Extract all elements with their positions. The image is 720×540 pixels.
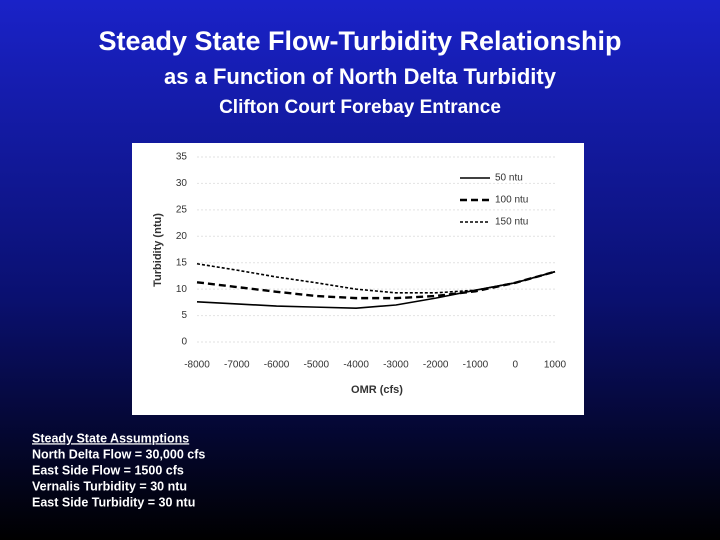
legend-label: 100 ntu [495,195,528,206]
y-tick-label: 20 [176,231,188,242]
y-tick-label: 25 [176,204,188,215]
slide-subtitle: Clifton Court Forebay Entrance [219,97,501,118]
legend-label: 50 ntu [495,173,523,184]
assumption-line: East Side Flow = 1500 cfs [32,463,184,477]
x-tick-label: -6000 [264,360,290,371]
assumption-line: East Side Turbidity = 30 ntu [32,495,195,509]
slide-title: Steady State Flow-Turbidity Relationship [98,26,621,56]
x-tick-label: -3000 [383,360,409,371]
y-tick-label: 10 [176,284,188,295]
x-tick-label: -7000 [224,360,250,371]
x-tick-label: -5000 [304,360,330,371]
y-tick-label: 5 [181,310,187,321]
assumptions-heading: Steady State Assumptions [32,431,189,445]
assumption-line: Vernalis Turbidity = 30 ntu [32,479,187,493]
series-line [196,262,556,294]
x-axis-label: OMR (cfs) [351,384,403,396]
x-tick-label: -2000 [423,360,449,371]
x-tick-label: 1000 [544,360,567,371]
y-tick-label: 15 [176,257,188,268]
x-tick-label: 0 [512,360,518,371]
y-tick-label: 0 [181,337,187,348]
y-tick-label: 35 [176,152,188,163]
y-tick-label: 30 [176,178,188,189]
slide-subtitle: as a Function of North Delta Turbidity [164,64,557,89]
y-axis-label: Turbidity (ntu) [152,213,164,287]
assumption-line: North Delta Flow = 30,000 cfs [32,447,205,461]
chart-panel [132,143,584,415]
assumptions: Steady State Assumptions North Delta Flo… [32,431,205,509]
x-tick-label: -1000 [463,360,489,371]
legend-label: 150 ntu [495,217,528,228]
x-tick-label: -4000 [343,360,369,371]
x-tick-label: -8000 [184,360,210,371]
